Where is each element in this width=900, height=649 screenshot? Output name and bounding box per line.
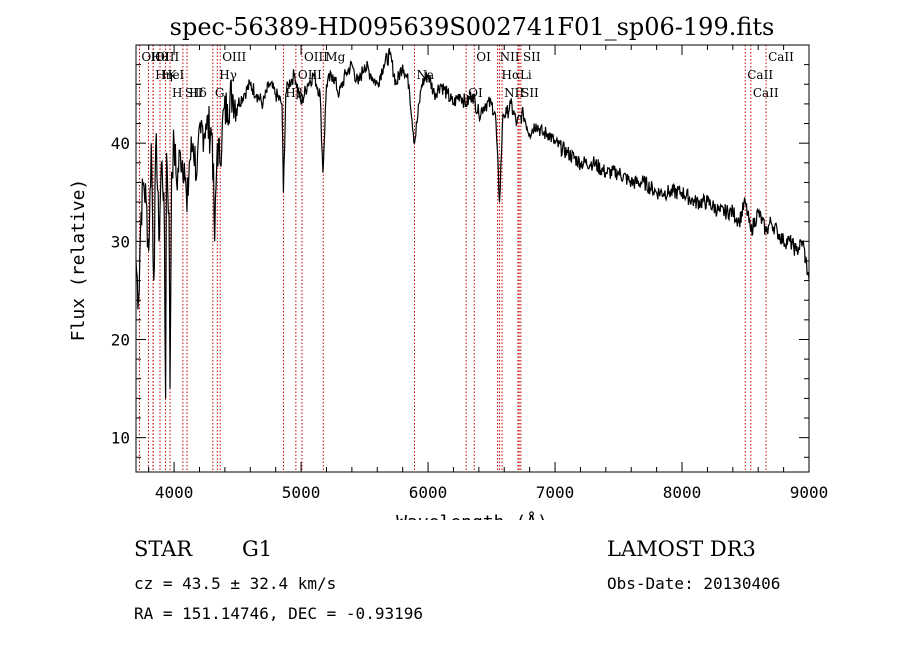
x-axis-label: Wavelength (Å): [396, 511, 548, 520]
spectral-line-label: Li: [520, 68, 532, 82]
spectral-line-label: CaII: [753, 86, 779, 100]
spectral-line-label: OI: [476, 50, 491, 64]
object-class: STAR: [134, 537, 193, 561]
x-tick-label: 7000: [536, 483, 575, 502]
spectral-line-label: NII: [504, 86, 524, 100]
spectral-line-label: OIII: [155, 50, 179, 64]
spectral-line-label: K: [168, 68, 178, 82]
y-axis-label: Flux (relative): [68, 179, 89, 342]
spectrum-chart: spec-56389-HD095639S002741F01_sp06-199.f…: [68, 13, 829, 520]
obs-date: Obs-Date: 20130406: [607, 574, 781, 593]
y-axis: 10 20 30 40: [111, 64, 809, 458]
spectral-line-label: Hγ: [219, 68, 237, 82]
spectral-line-label: H: [172, 86, 182, 100]
x-tick-label: 6000: [409, 483, 448, 502]
x-tick-label: 9000: [790, 483, 829, 502]
x-tick-label: 5000: [282, 483, 321, 502]
spectral-line-label: HeI: [162, 68, 185, 82]
spectral-line-label: OIII: [222, 50, 246, 64]
spectral-line-label: NII: [500, 50, 520, 64]
y-tick-label: 30: [111, 232, 130, 251]
spectral-line-label: OIII: [298, 68, 322, 82]
spectral-line-label: CaII: [747, 68, 773, 82]
spectral-line-label: CaII: [768, 50, 794, 64]
y-tick-label: 40: [111, 134, 130, 153]
spectral-line-label: G: [215, 86, 225, 100]
spectral-line-label: SII: [185, 86, 203, 100]
spectral-line-label: OII: [141, 50, 161, 64]
spectral-line-label: Hα: [502, 68, 521, 82]
chart-title: spec-56389-HD095639S002741F01_sp06-199.f…: [170, 13, 775, 41]
x-tick-label: 4000: [155, 483, 194, 502]
spectral-line-label: Hθ: [150, 50, 168, 64]
spectral-line-label: Hη: [155, 68, 173, 82]
spectrum-series-line: [135, 47, 810, 399]
spectral-line-label: Mg: [325, 50, 345, 64]
x-tick-label: 8000: [663, 483, 702, 502]
spectral-line-label: Hδ: [189, 86, 207, 100]
y-tick-label: 20: [111, 330, 130, 349]
coordinates-readout: RA = 151.14746, DEC = -0.93196: [134, 604, 423, 623]
plot-frame: [135, 44, 810, 473]
x-axis: 4000 5000 6000 7000 8000 9000: [148, 45, 829, 502]
spectral-line-label: SII: [521, 86, 539, 100]
spectral-line-label: OIII: [304, 50, 328, 64]
spectral-line-label: SII: [523, 50, 541, 64]
line-labels: HθKHδOIIHeISIIOIIIHηHOIIIHγGOIIIOIIIHβMg…: [141, 50, 794, 100]
y-tick-label: 10: [111, 429, 130, 448]
object-subclass: G1: [242, 537, 273, 561]
redshift-readout: cz = 43.5 ± 32.4 km/s: [134, 574, 337, 593]
survey-name: LAMOST DR3: [607, 537, 756, 561]
